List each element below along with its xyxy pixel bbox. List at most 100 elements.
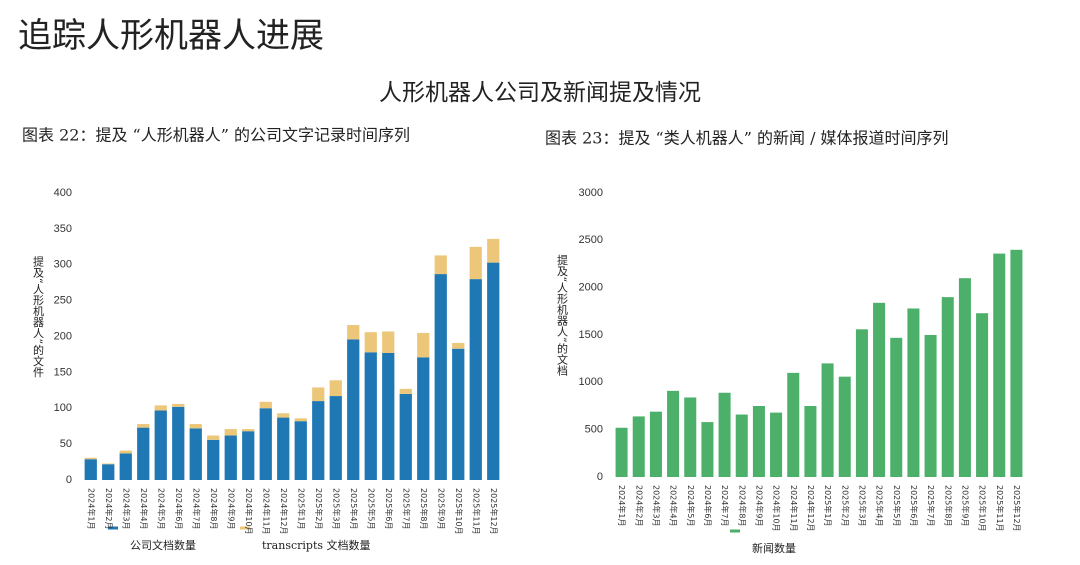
bar bbox=[172, 403, 185, 407]
bar bbox=[399, 388, 412, 394]
bar bbox=[259, 401, 272, 409]
y-tick-label: 1500 bbox=[579, 329, 603, 341]
x-tick-label: 2024年8月 bbox=[737, 485, 747, 526]
y-tick-label: 350 bbox=[54, 223, 72, 235]
bar bbox=[312, 387, 325, 402]
bar bbox=[102, 463, 115, 465]
bar bbox=[207, 439, 220, 480]
bar bbox=[487, 262, 500, 480]
y-tick-label: 400 bbox=[54, 187, 72, 199]
x-tick-label: 2025年11月 bbox=[995, 485, 1005, 532]
legend-label: transcripts 文档数量 bbox=[262, 538, 371, 552]
x-tick-label: 2025年9月 bbox=[436, 488, 446, 529]
bar bbox=[469, 279, 482, 480]
bar bbox=[102, 464, 115, 480]
legend-label: 公司文档数量 bbox=[130, 538, 196, 552]
bar bbox=[189, 428, 202, 480]
bar bbox=[294, 418, 307, 422]
x-tick-label: 2025年5月 bbox=[892, 485, 902, 526]
x-tick-label: 2025年6月 bbox=[909, 485, 919, 526]
bar bbox=[172, 406, 185, 480]
x-tick-label: 2025年4月 bbox=[349, 488, 359, 529]
y-tick-label: 2000 bbox=[579, 282, 603, 294]
y-tick-label: 300 bbox=[54, 259, 72, 271]
x-tick-label: 2025年7月 bbox=[926, 485, 936, 526]
x-tick-label: 2024年11月 bbox=[789, 485, 799, 532]
x-tick-label: 2024年6月 bbox=[174, 488, 184, 529]
x-tick-label: 2024年5月 bbox=[686, 485, 696, 526]
bar bbox=[701, 422, 714, 477]
x-tick-label: 2025年3月 bbox=[331, 488, 341, 529]
x-tick-label: 2024年3月 bbox=[121, 488, 131, 529]
bar bbox=[382, 353, 395, 480]
bar bbox=[941, 297, 954, 477]
x-tick-label: 2024年10月 bbox=[772, 485, 782, 532]
bar bbox=[434, 255, 447, 275]
bar bbox=[84, 457, 97, 460]
x-tick-label: 2024年7月 bbox=[720, 485, 730, 526]
bar bbox=[821, 363, 834, 477]
x-tick-label: 2024年7月 bbox=[191, 488, 201, 529]
subtitle: 人形机器人公司及新闻提及情况 bbox=[379, 80, 701, 106]
bar bbox=[189, 424, 202, 429]
chart-title: 图表 22：提及 “人形机器人” 的公司文字记录时间序列 bbox=[22, 126, 410, 145]
x-tick-label: 2025年1月 bbox=[296, 488, 306, 529]
x-tick-label: 2025年9月 bbox=[960, 485, 970, 526]
x-tick-label: 2024年6月 bbox=[703, 485, 713, 526]
bar bbox=[312, 401, 325, 480]
bar bbox=[632, 416, 645, 477]
bar bbox=[277, 417, 290, 480]
x-tick-label: 2025年8月 bbox=[943, 485, 953, 526]
y-tick-label: 150 bbox=[54, 366, 72, 378]
x-tick-label: 2025年2月 bbox=[314, 488, 324, 529]
y-tick-label: 3000 bbox=[579, 187, 603, 199]
bar bbox=[735, 414, 748, 477]
y-axis-label: 提及“人形机器人”的文档 bbox=[556, 254, 569, 376]
bar bbox=[364, 352, 377, 480]
bar bbox=[347, 325, 360, 340]
bar bbox=[294, 421, 307, 480]
bar bbox=[224, 435, 237, 480]
bar bbox=[667, 390, 680, 477]
bar bbox=[154, 410, 167, 480]
bar bbox=[487, 238, 500, 263]
y-tick-label: 1000 bbox=[579, 376, 603, 388]
x-tick-label: 2024年9月 bbox=[754, 485, 764, 526]
y-tick-label: 50 bbox=[60, 438, 72, 450]
bar bbox=[137, 424, 150, 428]
bar bbox=[84, 459, 97, 480]
x-tick-label: 2024年2月 bbox=[634, 485, 644, 526]
y-tick-label: 500 bbox=[585, 424, 603, 436]
x-tick-label: 2025年2月 bbox=[840, 485, 850, 526]
bar bbox=[469, 246, 482, 280]
x-tick-label: 2024年3月 bbox=[651, 485, 661, 526]
bar bbox=[382, 331, 395, 354]
bar bbox=[417, 332, 430, 358]
bar bbox=[137, 427, 150, 480]
bar bbox=[242, 429, 255, 432]
bar bbox=[242, 431, 255, 480]
legend-label: 新闻数量 bbox=[752, 541, 796, 555]
x-tick-label: 2025年11月 bbox=[471, 488, 481, 535]
bar bbox=[434, 274, 447, 480]
y-axis-label: 提及“人形机器人”的文件 bbox=[32, 256, 45, 378]
x-tick-label: 2024年4月 bbox=[669, 485, 679, 526]
x-tick-label: 2024年1月 bbox=[617, 485, 627, 526]
x-tick-label: 2024年12月 bbox=[279, 488, 289, 535]
page-title: 追踪人形机器人进展 bbox=[18, 16, 324, 56]
y-tick-label: 100 bbox=[54, 402, 72, 414]
bar bbox=[417, 357, 430, 480]
x-tick-label: 2025年1月 bbox=[823, 485, 833, 526]
x-tick-label: 2024年4月 bbox=[139, 488, 149, 529]
bar bbox=[873, 302, 886, 477]
bar bbox=[890, 337, 903, 477]
x-tick-label: 2024年10月 bbox=[244, 488, 254, 535]
x-tick-label: 2025年10月 bbox=[978, 485, 988, 532]
bar bbox=[684, 397, 697, 477]
bar bbox=[752, 406, 765, 477]
bar bbox=[907, 308, 920, 477]
x-tick-label: 2025年6月 bbox=[384, 488, 394, 529]
bar bbox=[615, 427, 628, 477]
x-tick-label: 2024年12月 bbox=[806, 485, 816, 532]
